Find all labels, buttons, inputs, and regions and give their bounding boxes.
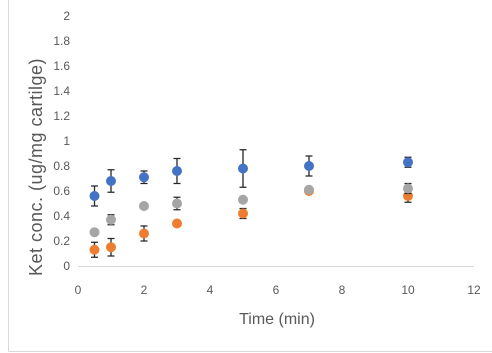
- series-3: [89, 182, 413, 238]
- series-3-point-3: [138, 200, 149, 211]
- series-1-point-1: [89, 190, 100, 201]
- y-tick-label-7: 1.4: [53, 84, 70, 98]
- series-2-point-4: [171, 218, 182, 229]
- series-3-point-5: [237, 194, 248, 205]
- x-tick-label-6: 12: [467, 283, 481, 297]
- data-series: [89, 149, 413, 258]
- series-1-point-2: [106, 175, 117, 186]
- series-1-point-4: [171, 165, 182, 176]
- series-1-point-6: [303, 160, 314, 171]
- y-tick-label-8: 1.6: [53, 59, 70, 73]
- series-2-point-5: [237, 208, 248, 219]
- series-3-point-7: [402, 183, 413, 194]
- y-axis-tick-labels: 0 0.2 0.4 0.6 0.8 1 1.2 1.4 1.6 1.8 2: [53, 9, 70, 273]
- series-3-point-2: [106, 214, 117, 225]
- series-2-point-1: [89, 244, 100, 255]
- x-tick-label-4: 8: [339, 283, 346, 297]
- series-2-point-2: [106, 242, 117, 253]
- series-1: [89, 149, 413, 207]
- y-tick-label-3: 0.6: [53, 184, 70, 198]
- series-1-point-5: [237, 163, 248, 174]
- x-tick-label-2: 4: [207, 283, 214, 297]
- series-3-point-6: [303, 184, 314, 195]
- x-tick-label-5: 10: [401, 283, 415, 297]
- y-tick-label-0: 0: [63, 259, 70, 273]
- x-axis-title: Time (min): [239, 311, 315, 328]
- x-tick-label-0: 0: [75, 283, 82, 297]
- x-tick-label-1: 2: [141, 283, 148, 297]
- y-tick-label-2: 0.4: [53, 209, 70, 223]
- x-tick-label-3: 6: [273, 283, 280, 297]
- plot-area: 0 0.2 0.4 0.6 0.8 1 1.2 1.4 1.6 1.8 2 0 2 4 6 8 10 12: [53, 9, 481, 297]
- series-1-point-7: [402, 157, 413, 168]
- y-tick-label-4: 0.8: [53, 159, 70, 173]
- series-1-point-3: [138, 172, 149, 183]
- y-tick-label-5: 1: [63, 134, 70, 148]
- y-tick-label-10: 2: [63, 9, 70, 23]
- x-axis-tick-labels: 0 2 4 6 8 10 12: [75, 283, 481, 297]
- y-tick-label-1: 0.2: [53, 234, 70, 248]
- series-3-point-1: [89, 227, 100, 238]
- y-tick-label-9: 1.8: [53, 34, 70, 48]
- series-2-point-3: [138, 228, 149, 239]
- series-3-point-4: [171, 198, 182, 209]
- y-axis-title: Ket conc. (ug/mg cartilge): [26, 58, 46, 276]
- y-tick-label-6: 1.2: [53, 109, 70, 123]
